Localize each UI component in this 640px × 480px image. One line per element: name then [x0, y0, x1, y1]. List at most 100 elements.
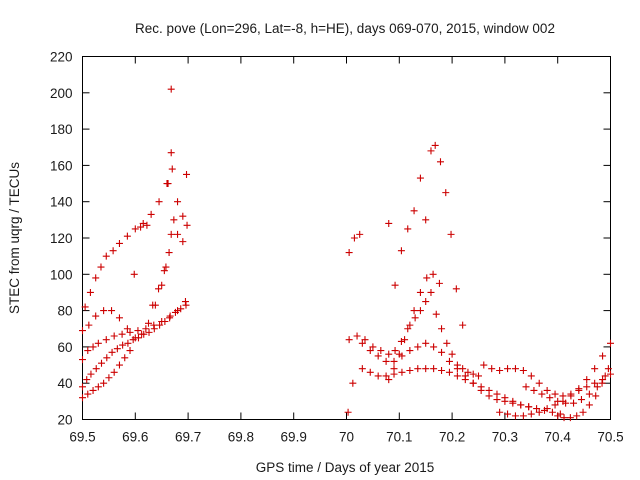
data-point: [87, 370, 95, 378]
data-point: [150, 325, 158, 333]
data-point: [464, 368, 472, 376]
data-point: [422, 339, 430, 347]
data-point: [607, 370, 614, 378]
data-point: [445, 368, 453, 376]
data-point: [496, 366, 504, 374]
data-point: [432, 310, 440, 318]
data-point: [410, 207, 418, 215]
data-point: [548, 408, 556, 416]
data-point: [85, 321, 93, 329]
x-axis: 69.5 69.6 69.7 69.8 69.9 70 70.1 70.2 70.3 70.4 70…: [69, 56, 624, 445]
series-arc-1a: [79, 298, 189, 364]
y-tick-label: 140: [50, 195, 73, 210]
data-point: [551, 390, 559, 398]
data-point: [158, 281, 166, 289]
data-point: [443, 339, 451, 347]
data-point: [137, 223, 145, 231]
data-point: [126, 328, 134, 336]
data-point: [459, 321, 467, 329]
data-point: [344, 408, 352, 416]
data-point: [406, 347, 414, 355]
y-axis-label: STEC from uqrg / TECUs: [7, 162, 22, 314]
data-point: [414, 365, 422, 373]
data-point: [436, 158, 444, 166]
x-tick-label: 69.5: [69, 430, 95, 445]
data-point: [374, 372, 382, 380]
data-point: [469, 379, 477, 387]
data-point: [579, 408, 587, 416]
data-point: [113, 345, 121, 353]
data-point: [583, 376, 591, 384]
x-tick-label: 70.5: [597, 430, 623, 445]
data-point: [429, 270, 437, 278]
data-point: [171, 308, 179, 316]
data-point: [139, 219, 147, 227]
data-point: [147, 210, 155, 218]
data-point: [110, 368, 118, 376]
data-point: [438, 325, 446, 333]
data-point: [108, 307, 116, 315]
series-arc-2e: [344, 288, 482, 416]
data-point: [94, 339, 102, 347]
x-tick-label: 69.6: [122, 430, 148, 445]
x-tick-label: 70.4: [545, 430, 572, 445]
data-point: [485, 392, 493, 400]
data-point: [585, 390, 593, 398]
data-point: [501, 397, 509, 405]
data-point: [183, 170, 191, 178]
data-point: [453, 372, 461, 380]
data-point: [416, 288, 424, 296]
data-point: [361, 336, 369, 344]
x-tick-label: 69.9: [281, 430, 307, 445]
x-tick-label: 70.1: [386, 430, 412, 445]
x-tick-label: 70.2: [439, 430, 465, 445]
series-arc-2h: [522, 372, 609, 407]
data-point: [427, 288, 435, 296]
data-point: [395, 350, 403, 358]
data-point: [160, 267, 168, 275]
series-arc-1b: [79, 301, 190, 391]
data-point: [138, 330, 146, 338]
data-point: [79, 394, 86, 402]
data-point: [535, 379, 543, 387]
data-point: [179, 212, 187, 220]
data-point: [560, 414, 568, 422]
data-point: [121, 354, 129, 362]
series-arc-2c: [345, 270, 443, 358]
data-point: [142, 325, 150, 333]
data-point: [442, 189, 450, 197]
data-point: [79, 356, 86, 364]
data-point: [156, 321, 164, 329]
data-point: [345, 336, 353, 344]
data-point: [131, 225, 139, 233]
data-point: [509, 399, 517, 407]
data-point: [406, 366, 414, 374]
series-arc-2i: [554, 365, 612, 422]
data-point: [102, 252, 110, 260]
data-point: [575, 385, 583, 393]
data-point: [517, 401, 525, 409]
data-point: [566, 414, 574, 422]
data-point: [105, 374, 113, 382]
data-point: [519, 412, 527, 420]
data-point: [438, 366, 446, 374]
data-point: [604, 365, 612, 373]
data-point: [92, 365, 100, 373]
data-point: [469, 370, 477, 378]
y-tick-label: 60: [57, 340, 72, 355]
data-point: [567, 392, 575, 400]
y-tick-label: 160: [50, 158, 73, 173]
data-point: [570, 399, 578, 407]
data-point: [165, 249, 173, 257]
data-point: [404, 325, 412, 333]
data-point: [591, 379, 599, 387]
data-point: [430, 365, 438, 373]
data-point: [496, 408, 504, 416]
data-point: [134, 327, 142, 335]
series-arc-1c: [79, 347, 134, 402]
data-point: [382, 372, 390, 380]
data-point: [130, 270, 138, 278]
data-point: [86, 288, 94, 296]
data-point: [447, 230, 455, 238]
